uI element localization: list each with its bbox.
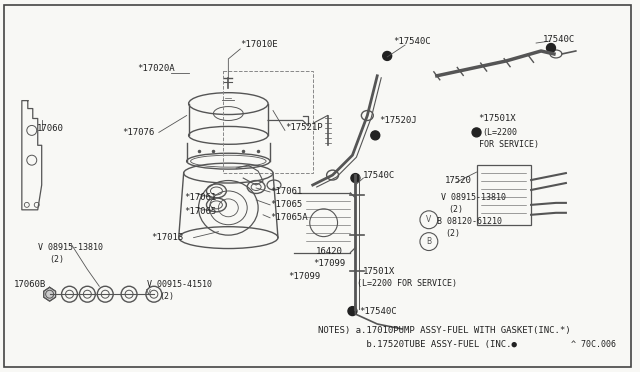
Text: 16420: 16420 — [316, 247, 342, 256]
Text: *17540C: *17540C — [393, 36, 431, 45]
Text: *17061: *17061 — [185, 193, 217, 202]
Text: *17061: *17061 — [270, 187, 302, 196]
Text: 17060: 17060 — [36, 124, 63, 133]
Text: (2): (2) — [159, 292, 174, 301]
Text: *17065: *17065 — [270, 201, 302, 209]
Text: V 08915-13810: V 08915-13810 — [441, 193, 506, 202]
Circle shape — [348, 307, 357, 315]
Text: *17065: *17065 — [185, 207, 217, 216]
Circle shape — [472, 128, 481, 137]
Text: ^ 70C.006: ^ 70C.006 — [571, 340, 616, 349]
Text: (2): (2) — [449, 205, 464, 214]
Text: *17501X: *17501X — [479, 114, 516, 123]
Text: 17060B: 17060B — [14, 280, 46, 289]
Text: 17501X: 17501X — [364, 267, 396, 276]
Text: b.17520TUBE ASSY-FUEL (INC.●: b.17520TUBE ASSY-FUEL (INC.● — [317, 340, 516, 349]
Text: *17099: *17099 — [288, 272, 320, 281]
Circle shape — [383, 51, 392, 60]
Polygon shape — [44, 287, 56, 301]
Circle shape — [371, 131, 380, 140]
Circle shape — [351, 174, 360, 183]
Text: (2): (2) — [50, 255, 65, 264]
Text: (L=2200: (L=2200 — [483, 128, 518, 137]
Text: B 08120-61210: B 08120-61210 — [437, 217, 502, 226]
Text: FOR SERVICE): FOR SERVICE) — [479, 140, 538, 149]
Text: 17520: 17520 — [445, 176, 472, 185]
Text: NOTES) a.17010PUMP ASSY-FUEL WITH GASKET(INC.*): NOTES) a.17010PUMP ASSY-FUEL WITH GASKET… — [317, 327, 570, 336]
Text: V: V — [145, 289, 150, 295]
Circle shape — [547, 44, 556, 52]
Text: V 08915-13810: V 08915-13810 — [38, 243, 103, 252]
Text: *17020A: *17020A — [137, 64, 175, 73]
Text: *17099: *17099 — [313, 259, 345, 268]
Text: 17540C: 17540C — [364, 171, 396, 180]
Text: *17076: *17076 — [122, 128, 154, 137]
Text: *17520J: *17520J — [380, 116, 417, 125]
Text: (2): (2) — [445, 229, 460, 238]
Text: 17540C: 17540C — [543, 35, 575, 44]
Text: *17013: *17013 — [151, 233, 183, 242]
Text: *17065A: *17065A — [270, 213, 308, 222]
Text: V: V — [426, 215, 431, 224]
Text: *17540C: *17540C — [360, 307, 397, 315]
Text: V 00915-41510: V 00915-41510 — [147, 280, 212, 289]
Text: *17521P: *17521P — [285, 123, 323, 132]
Text: *17010E: *17010E — [240, 39, 278, 48]
Text: B: B — [426, 237, 431, 246]
Text: (L=2200 FOR SERVICE): (L=2200 FOR SERVICE) — [357, 279, 458, 288]
